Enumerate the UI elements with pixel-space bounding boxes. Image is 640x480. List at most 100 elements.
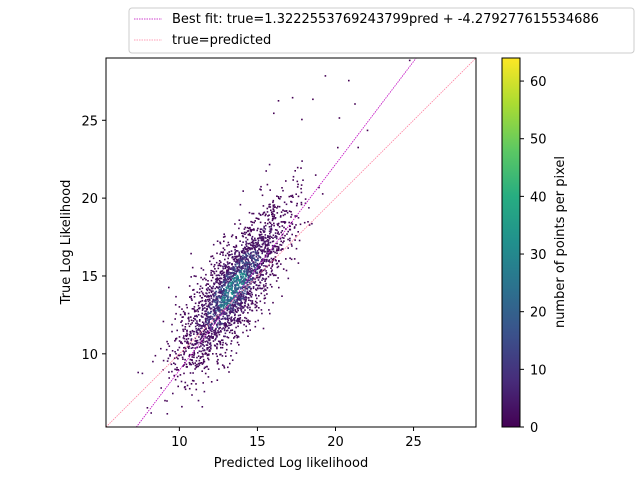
- density-point: [293, 226, 296, 228]
- density-point: [246, 292, 249, 294]
- density-point: [255, 289, 258, 291]
- density-point: [287, 238, 289, 241]
- density-point: [202, 339, 205, 342]
- density-point: [239, 302, 241, 305]
- density-point: [269, 283, 272, 286]
- density-point: [261, 239, 264, 242]
- density-point: [207, 368, 210, 370]
- density-point: [245, 255, 247, 258]
- density-point: [228, 371, 230, 373]
- density-point: [199, 285, 202, 288]
- density-point: [210, 290, 213, 292]
- density-point: [255, 275, 258, 277]
- density-point: [226, 269, 228, 272]
- density-point: [216, 296, 219, 299]
- density-point: [260, 287, 263, 290]
- density-point: [208, 338, 210, 341]
- density-point: [247, 319, 249, 321]
- density-point: [250, 287, 252, 290]
- density-point: [274, 236, 276, 238]
- density-point: [187, 346, 189, 348]
- density-point: [200, 333, 203, 335]
- density-point: [219, 353, 221, 356]
- density-point: [219, 321, 221, 323]
- density-point: [225, 329, 228, 332]
- density-point: [189, 296, 191, 298]
- density-point: [264, 280, 266, 282]
- density-point: [296, 215, 298, 217]
- density-point: [191, 361, 194, 364]
- density-point: [250, 295, 252, 298]
- density-point: [195, 322, 197, 325]
- density-point: [183, 353, 185, 356]
- density-point: [249, 271, 252, 274]
- density-point: [217, 287, 220, 289]
- density-point: [184, 358, 186, 361]
- density-point: [206, 336, 209, 338]
- density-point: [227, 366, 229, 369]
- density-point: [243, 270, 246, 273]
- density-point: [198, 325, 200, 327]
- density-point: [238, 282, 241, 285]
- density-point: [227, 296, 230, 298]
- density-point: [227, 306, 229, 308]
- density-point: [188, 325, 191, 328]
- density-point: [227, 318, 229, 321]
- density-point: [237, 296, 240, 299]
- density-point: [209, 299, 211, 301]
- density-point: [235, 271, 238, 273]
- density-point: [223, 274, 225, 277]
- density-point: [267, 250, 270, 253]
- density-point: [236, 250, 239, 252]
- density-point: [182, 316, 184, 318]
- density-point: [241, 251, 244, 254]
- density-point: [232, 246, 235, 248]
- density-point: [215, 336, 218, 338]
- density-point: [212, 340, 215, 342]
- density-point: [237, 284, 239, 286]
- density-point: [244, 302, 246, 305]
- density-point: [229, 288, 231, 291]
- density-point: [231, 277, 234, 279]
- density-point: [244, 279, 246, 282]
- density-point: [231, 272, 234, 274]
- density-point: [249, 320, 251, 322]
- density-point: [241, 260, 244, 262]
- density-point: [314, 174, 317, 176]
- density-point: [189, 363, 191, 366]
- density-point: [216, 324, 218, 327]
- density-point: [241, 302, 244, 304]
- density-point: [221, 270, 224, 272]
- density-point: [259, 300, 262, 303]
- density-point: [231, 290, 234, 293]
- density-point: [245, 245, 248, 247]
- density-point: [214, 287, 216, 290]
- density-point: [249, 242, 251, 245]
- density-point: [245, 236, 247, 239]
- density-point: [211, 255, 214, 257]
- density-point: [176, 329, 178, 332]
- density-point: [254, 300, 257, 303]
- density-point: [262, 213, 264, 216]
- density-point: [234, 287, 236, 289]
- density-point: [193, 353, 195, 355]
- density-point: [269, 252, 272, 255]
- density-point: [209, 285, 211, 287]
- density-point: [242, 272, 245, 275]
- density-point: [199, 357, 202, 359]
- density-point: [222, 267, 224, 270]
- density-point: [227, 284, 230, 287]
- density-point: [223, 328, 226, 330]
- density-point: [197, 304, 200, 307]
- density-point: [195, 310, 197, 312]
- density-point: [244, 316, 246, 319]
- density-point: [207, 313, 210, 315]
- density-point: [297, 231, 299, 233]
- density-point: [202, 308, 204, 310]
- density-point: [174, 318, 176, 320]
- density-point: [252, 287, 255, 290]
- density-point: [254, 280, 257, 283]
- density-point: [258, 271, 261, 273]
- density-point: [260, 189, 262, 191]
- density-point: [211, 274, 214, 276]
